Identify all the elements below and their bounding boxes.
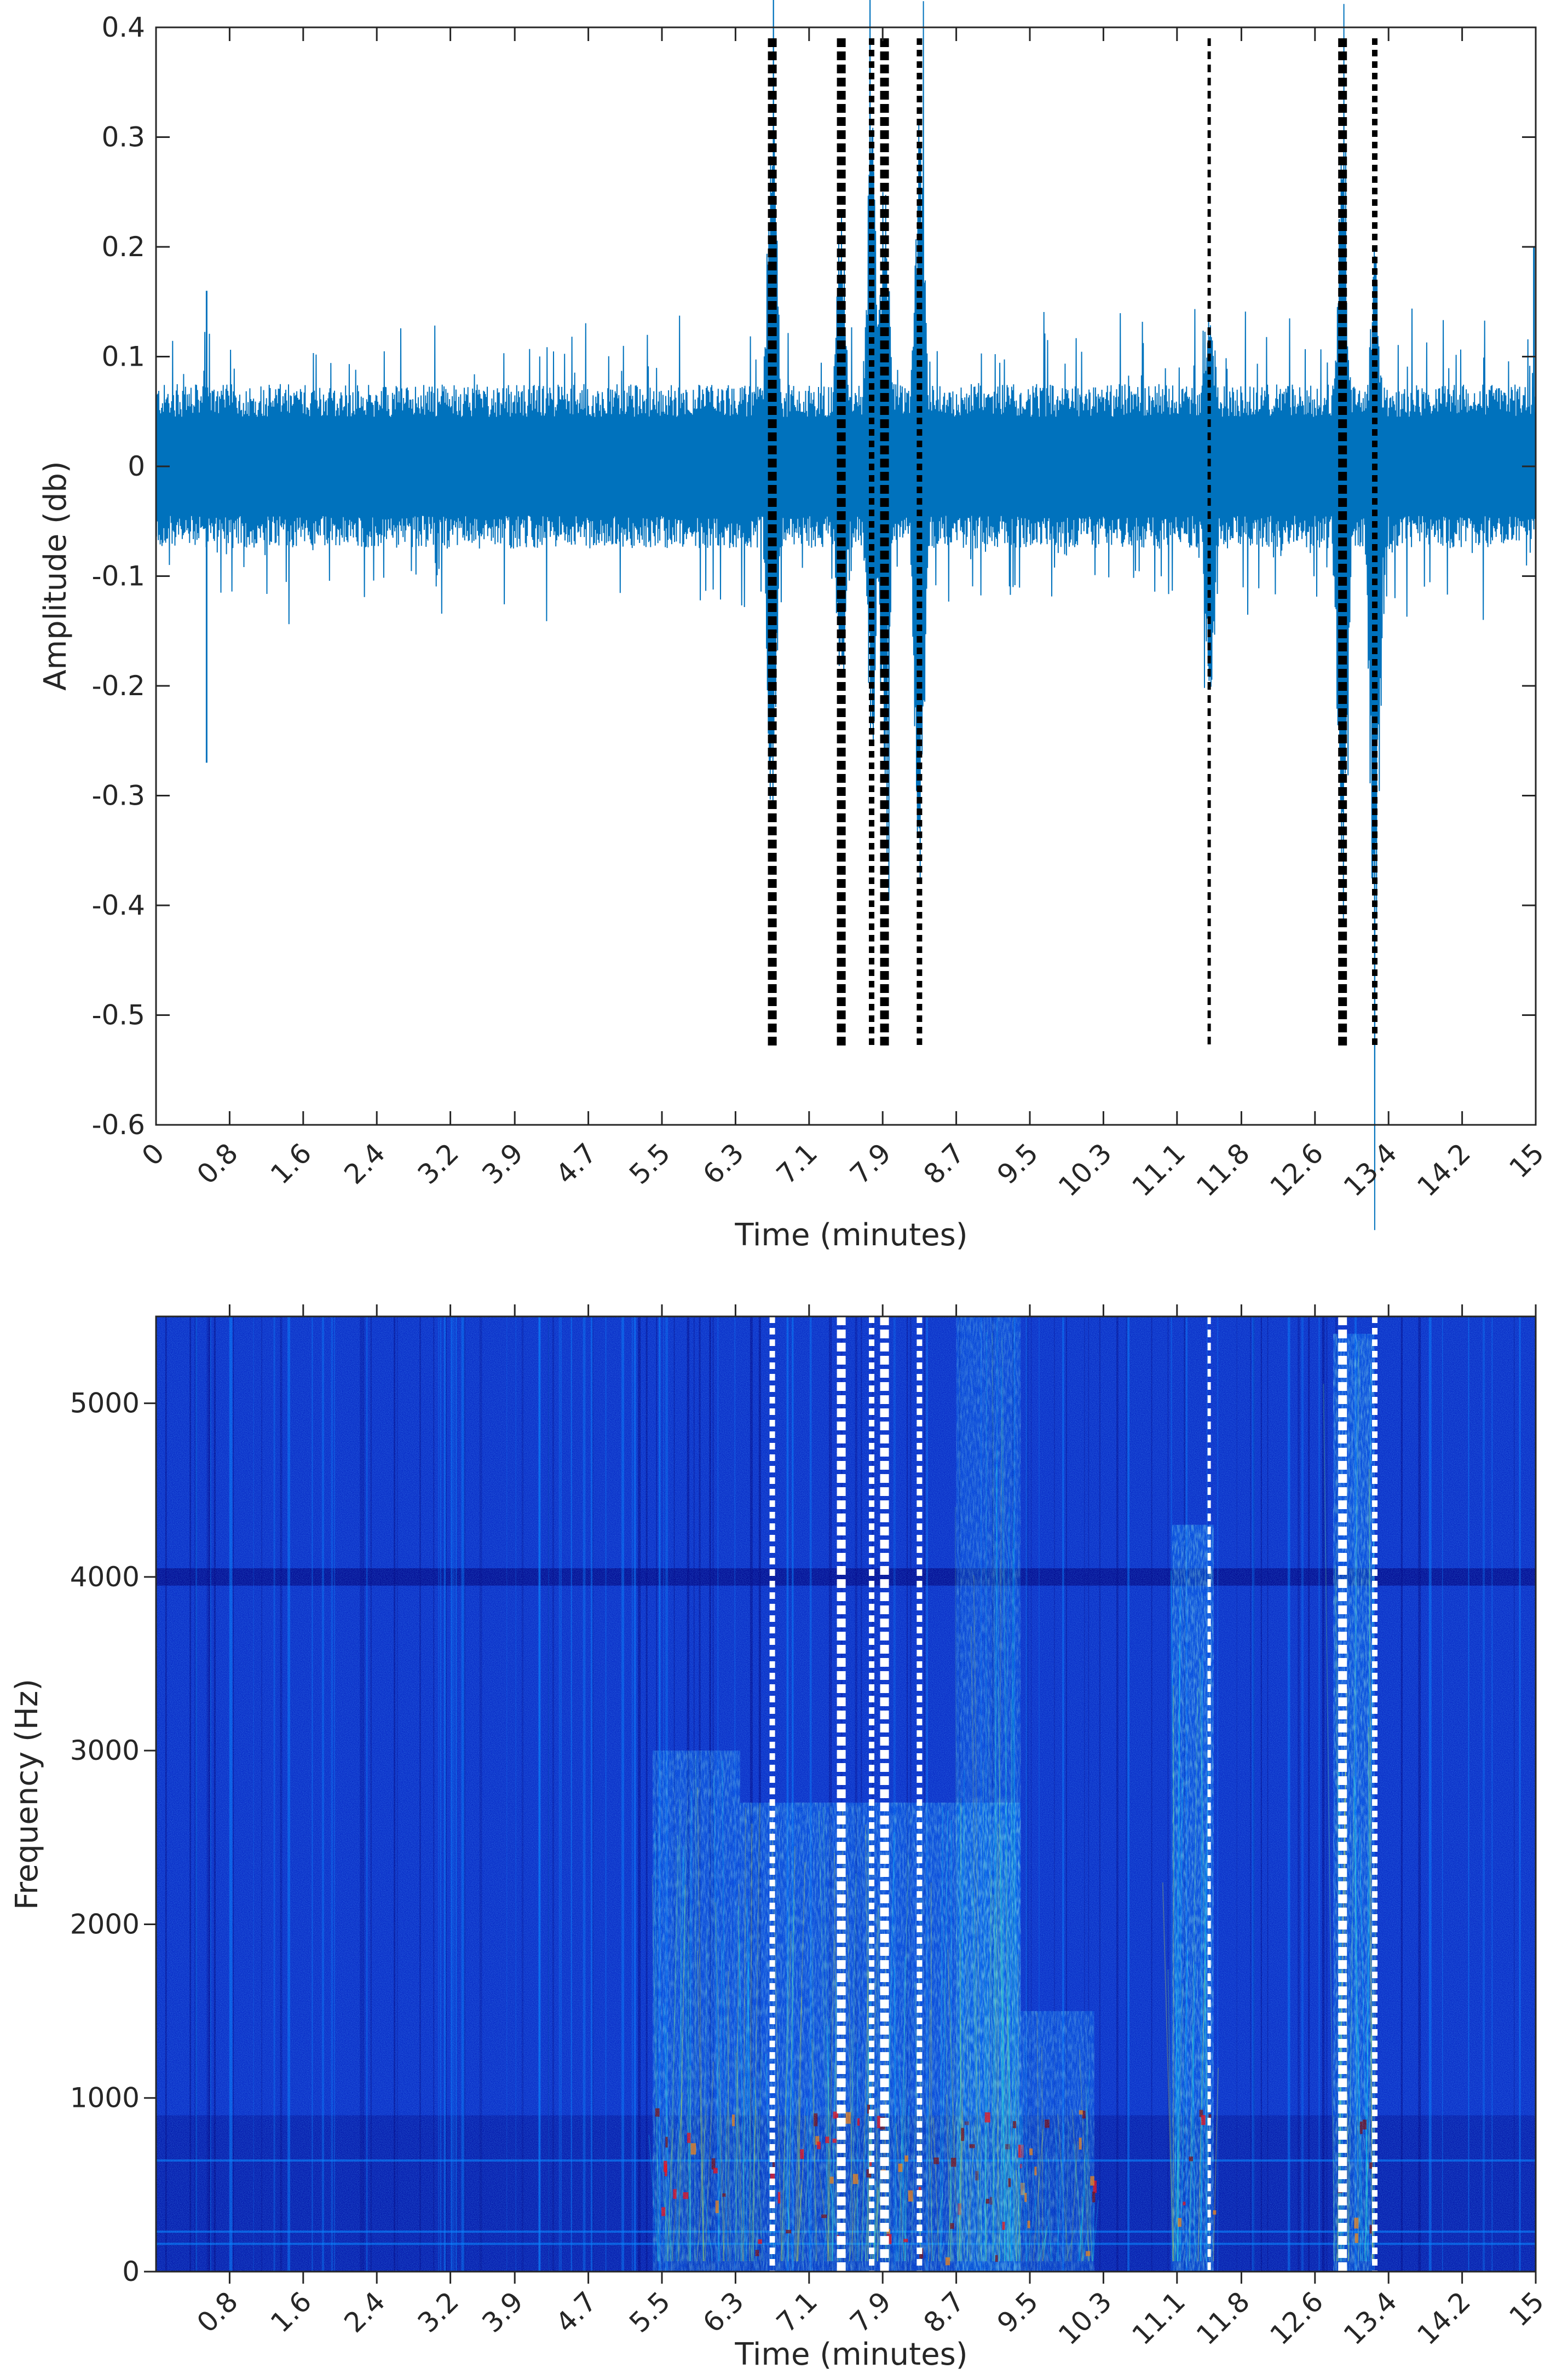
- waveform-y-axis-label: Amplitude (db): [38, 461, 73, 691]
- spectrogram-y-axis-label: Frequency (Hz): [9, 1679, 45, 1910]
- spectrogram-x-axis-label: Time (minutes): [734, 2337, 967, 2372]
- spectrogram-y-tick-label: 2000: [70, 1908, 140, 1940]
- waveform-y-tick-label: -0.5: [91, 1000, 145, 1031]
- waveform-y-tick-label: 0.4: [101, 11, 145, 43]
- spectrogram-axes-box: [155, 1315, 1537, 2273]
- spectrogram-y-tick-label: 1000: [70, 2082, 140, 2114]
- waveform-y-tick-label: -0.1: [91, 561, 145, 592]
- spectrogram-image: [156, 1316, 1536, 2272]
- waveform-y-ticks: 0.4 0.3 0.2 0.1 0 -0.1 -0.2 -0.3 -0.4 -0.5 -0.6: [91, 11, 1536, 1141]
- waveform-y-tick-label: 0: [128, 450, 145, 482]
- waveform-y-tick-label: -0.6: [91, 1109, 145, 1141]
- waveform-y-tick-label: -0.3: [91, 780, 145, 812]
- waveform-event-markers: [768, 38, 1377, 1048]
- waveform-y-tick-label: 0.3: [101, 122, 145, 153]
- waveform-trace: [155, 0, 1536, 1231]
- waveform-panel: 0 0.8 1.6 2.4 3.2 3.9 4.7 5.5 6.3 7.1 7.9 8.7 9.5 10.…: [38, 0, 1550, 1253]
- waveform-y-tick-label: -0.4: [91, 889, 145, 921]
- spectrogram-y-tick-label: 0: [122, 2256, 140, 2287]
- spectrogram-y-tick-label: 5000: [70, 1388, 140, 1419]
- spectrogram-y-ticks: 0 1000 2000 3000 4000 5000: [70, 1388, 156, 2287]
- waveform-x-axis-label: Time (minutes): [734, 1217, 967, 1253]
- waveform-y-tick-label: 0.1: [101, 341, 145, 373]
- spectrogram-noise: [156, 1316, 1536, 2272]
- waveform-y-tick-label: 0.2: [101, 231, 145, 263]
- spectrogram-event-markers: [769, 1316, 1377, 2272]
- spectrogram-y-tick-label: 3000: [70, 1735, 140, 1766]
- waveform-y-tick-label: -0.2: [91, 670, 145, 702]
- spectrogram-panel: 0.8 1.6 2.4 3.2 3.9 4.7 5.5 6.3 7.1 7.9 8.7 9.5 10.3…: [9, 1304, 1550, 2372]
- spectrogram-y-tick-label: 4000: [70, 1561, 140, 1593]
